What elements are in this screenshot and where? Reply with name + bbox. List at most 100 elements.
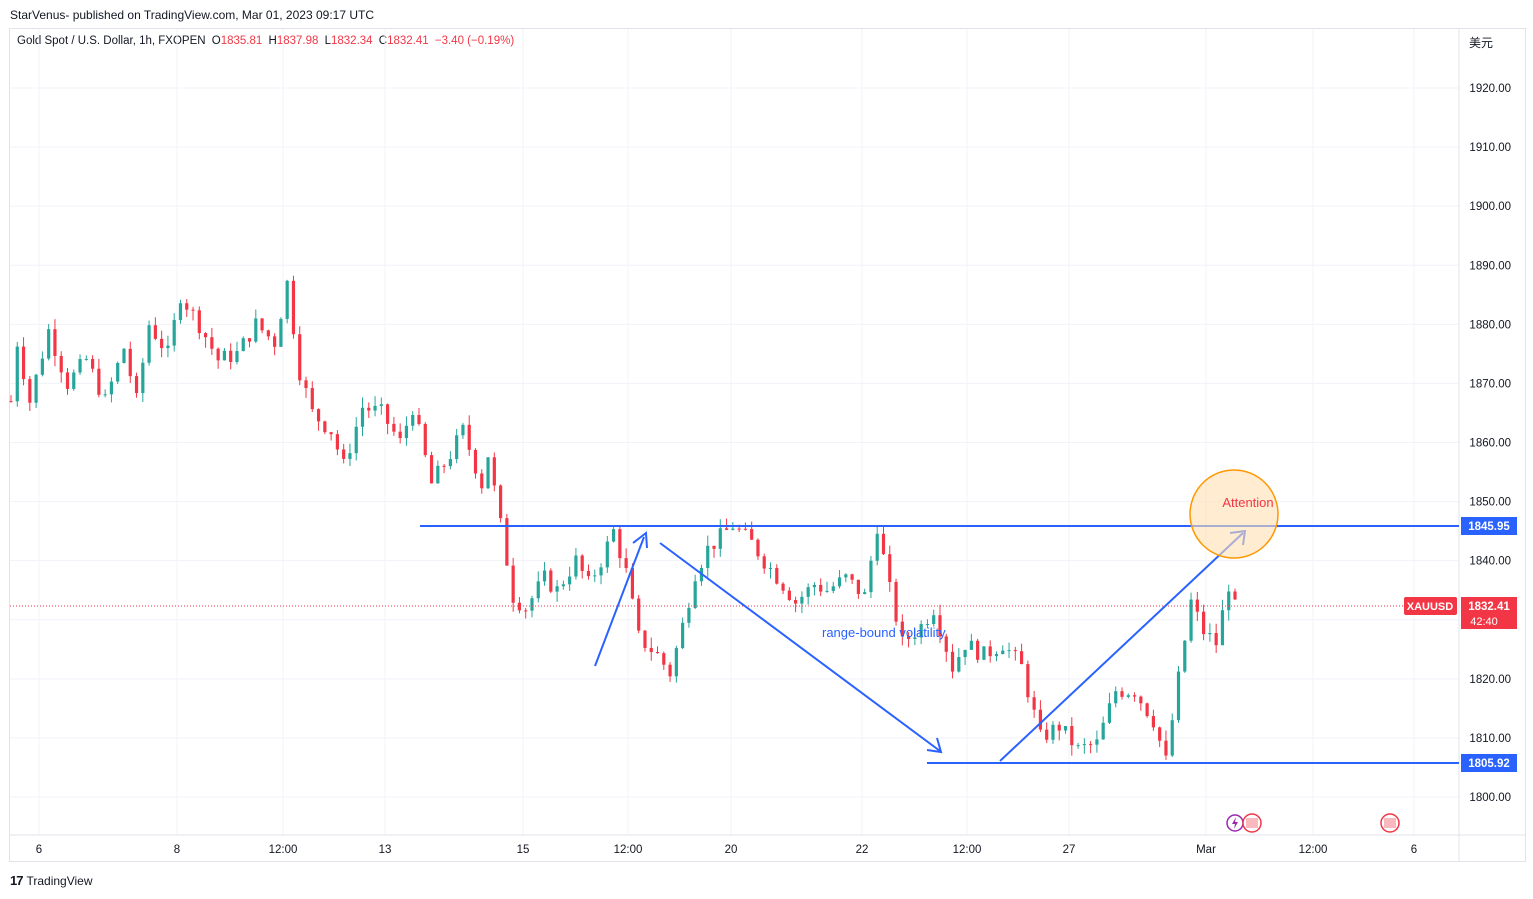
candle-body: [737, 528, 741, 530]
candle-body: [21, 346, 26, 380]
candle-body: [448, 459, 452, 467]
close-label: C: [378, 35, 388, 47]
attention-circle[interactable]: [1189, 469, 1279, 559]
candle-body: [178, 303, 183, 320]
symbol-title[interactable]: Gold Spot / U.S. Dollar, 1h, FXOPEN: [17, 35, 206, 47]
candle-body: [47, 329, 51, 359]
candle-body: [718, 528, 722, 549]
candle-body: [542, 570, 547, 582]
candle-body: [191, 309, 195, 311]
candle-body: [687, 607, 691, 623]
publisher-line: StarVenus- published on TradingView.com,…: [10, 8, 374, 22]
candle-body: [398, 431, 402, 439]
candle-body: [781, 583, 785, 591]
candle-body: [681, 622, 685, 649]
candle-body: [1026, 664, 1030, 698]
x-tick-label: 13: [379, 844, 392, 856]
candle-body: [65, 372, 70, 389]
candle-body: [863, 592, 867, 595]
candle-body: [599, 567, 603, 576]
candle-body: [91, 358, 95, 369]
candle-body: [480, 473, 484, 489]
candle-body: [611, 529, 616, 542]
candle-body: [969, 640, 973, 650]
candle-body: [273, 336, 277, 347]
candle-body: [586, 570, 591, 577]
candle-body: [291, 280, 296, 335]
high-label: H: [268, 35, 277, 47]
candle-body: [1114, 691, 1118, 704]
candle-body: [637, 598, 641, 631]
close-value: 1832.41: [387, 35, 429, 47]
us-flag-icon[interactable]: [1242, 813, 1262, 833]
candle-body: [825, 590, 829, 592]
candle-body: [649, 647, 653, 653]
candle-body: [819, 584, 823, 592]
y-axis[interactable]: 1920.00 1910.00 1900.00 1890.00 1880.00 1870.…: [1469, 83, 1511, 804]
candle-body: [1007, 650, 1011, 652]
candle-body: [756, 539, 760, 557]
up-arrow-1[interactable]: [594, 536, 645, 667]
us-flag-icon-2[interactable]: [1380, 813, 1400, 833]
candle-body: [536, 581, 540, 599]
candle-body: [856, 579, 860, 595]
candle-body: [72, 372, 76, 389]
high-value: 1837.98: [276, 35, 319, 47]
support-price: 1805.92: [1468, 758, 1510, 770]
x-axis[interactable]: 6 8 12:00 13 15 12:00 20 22 12:00 27 Mar 12:00 6: [36, 844, 1417, 856]
candle-body: [982, 646, 986, 660]
candle-body: [279, 318, 283, 347]
candle-body: [1057, 724, 1061, 731]
candle-body: [794, 600, 798, 604]
low-label: L: [324, 35, 331, 47]
candle-body: [994, 654, 999, 657]
event-icons[interactable]: [1226, 813, 1400, 833]
y-tick-label: 1890.00: [1469, 260, 1511, 272]
candle-body: [1045, 729, 1049, 740]
candle-body: [222, 350, 227, 361]
down-arrow[interactable]: [659, 542, 941, 752]
candle-body: [837, 577, 842, 587]
candle-body: [1120, 691, 1124, 697]
candle-body: [166, 345, 170, 349]
candle-body: [109, 381, 114, 395]
x-tick-label: 20: [725, 844, 738, 856]
y-tick-label: 1840.00: [1469, 556, 1511, 568]
candle-body: [1183, 640, 1187, 672]
candle-body: [153, 325, 157, 339]
candle-body: [229, 350, 233, 362]
candle-body: [1227, 591, 1231, 611]
attention-text: Attention: [1222, 495, 1273, 510]
resistance-price: 1845.95: [1468, 521, 1510, 533]
candle-body: [172, 319, 176, 346]
y-tick-label: 1880.00: [1469, 319, 1511, 331]
candle-body: [455, 435, 459, 460]
candle-body: [750, 529, 754, 540]
candle-body: [241, 338, 245, 352]
candle-body: [706, 545, 710, 568]
candle-body: [950, 651, 955, 672]
candle-body: [894, 581, 898, 622]
footer[interactable]: 17 TradingView: [10, 873, 93, 888]
candle-body: [1214, 633, 1218, 646]
candle-body: [141, 362, 145, 394]
candle-body: [78, 359, 82, 373]
candle-body: [254, 318, 258, 342]
candle-body: [925, 624, 930, 626]
drawings[interactable]: Attention range-bound volatility: [420, 469, 1459, 764]
candle-body: [888, 554, 892, 582]
candle-body: [367, 407, 371, 411]
candle-body: [743, 528, 747, 530]
y-tick-label: 1860.00: [1469, 438, 1511, 450]
candle-body: [1107, 703, 1112, 723]
candle-body: [1013, 650, 1017, 652]
candle-body: [28, 379, 32, 403]
candle-body: [379, 404, 383, 406]
candle-body: [84, 358, 88, 360]
candle-body: [919, 624, 923, 638]
candle-body: [1170, 720, 1174, 756]
candle-body: [1158, 727, 1162, 741]
candle-body: [505, 518, 509, 566]
up-arrow-2[interactable]: [999, 532, 1244, 762]
